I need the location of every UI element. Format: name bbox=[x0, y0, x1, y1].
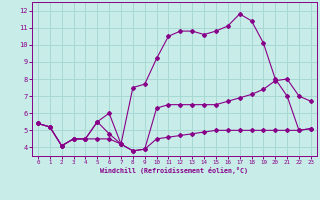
X-axis label: Windchill (Refroidissement éolien,°C): Windchill (Refroidissement éolien,°C) bbox=[100, 167, 248, 174]
